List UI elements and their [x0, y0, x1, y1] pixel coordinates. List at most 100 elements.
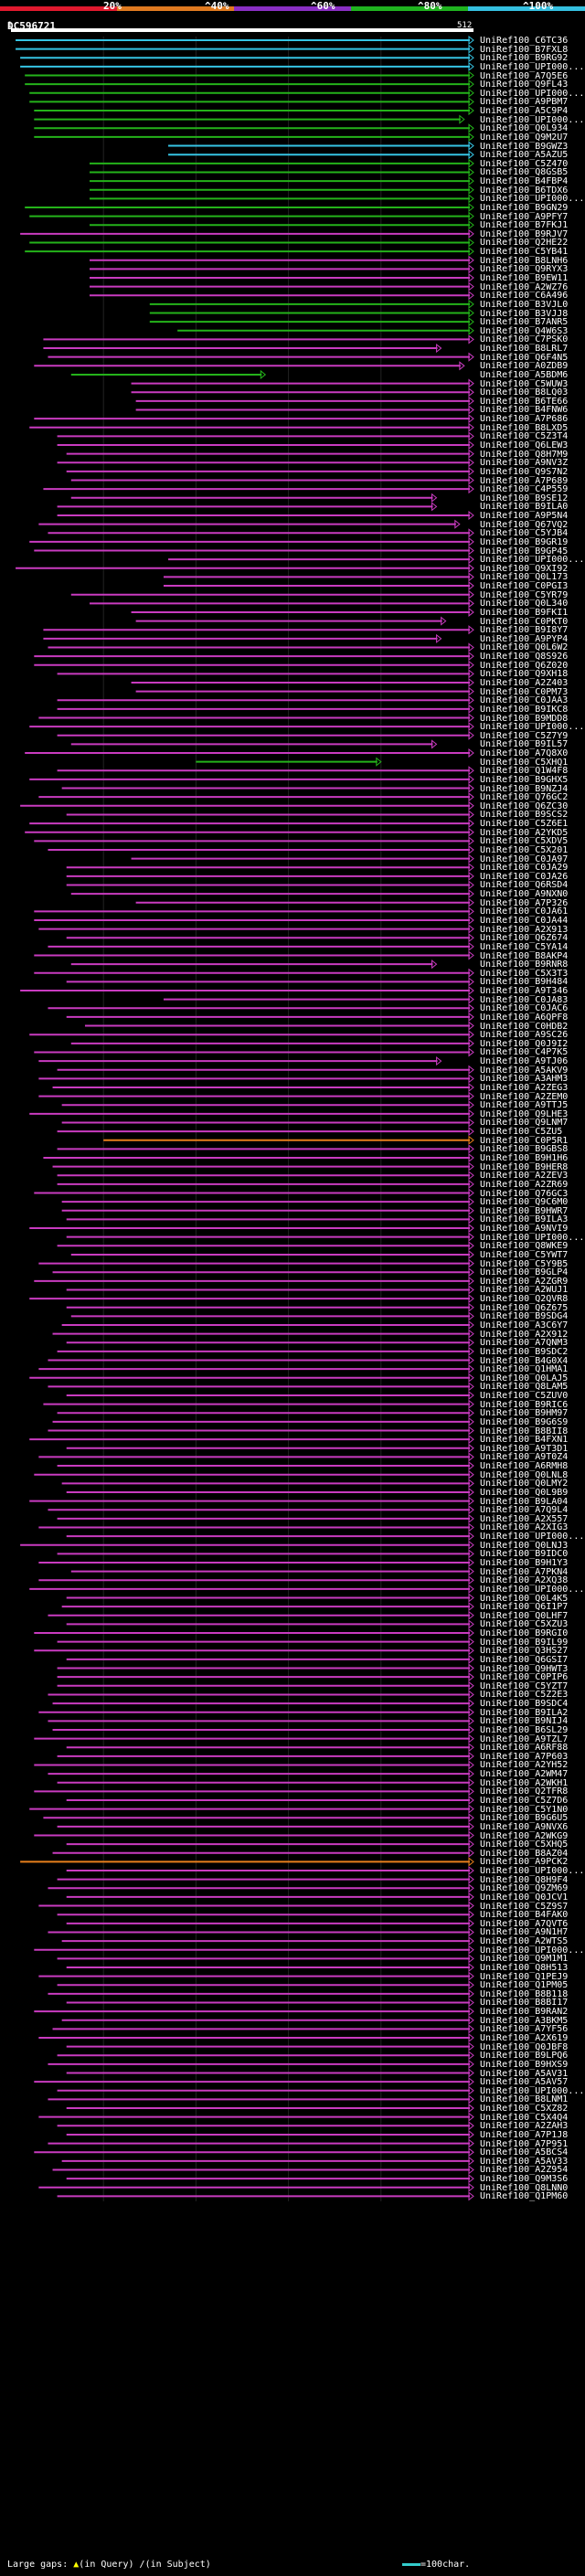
- hit-label[interactable]: UniRef100_B9IKC8: [480, 704, 569, 715]
- hit-label[interactable]: UniRef100_B8LNH6: [480, 255, 569, 266]
- hit-label[interactable]: UniRef100_A9TZL7: [480, 1733, 569, 1744]
- hit-label[interactable]: UniRef100_A5AZU5: [480, 150, 569, 161]
- hit-label[interactable]: UniRef100_C5YB41: [480, 247, 569, 258]
- hit-label[interactable]: UniRef100_C5ZUV0: [480, 1391, 569, 1402]
- hit-label[interactable]: UniRef100_Q9XI92: [480, 563, 569, 574]
- hit-label[interactable]: UniRef100_B9H1Y3: [480, 1557, 569, 1568]
- hit-label[interactable]: UniRef100_B9MDD8: [480, 713, 569, 724]
- hit-label[interactable]: UniRef100_B8B118: [480, 1988, 569, 1999]
- hit-label[interactable]: UniRef100_B9I8Y7: [480, 625, 569, 636]
- hit-label[interactable]: UniRef100_Q0LNL8: [480, 1469, 569, 1480]
- hit-label[interactable]: UniRef100_B9HER8: [480, 1161, 569, 1172]
- hit-label[interactable]: UniRef100_A6RF88: [480, 1743, 569, 1754]
- hit-label[interactable]: UniRef100_A7P951: [480, 2138, 569, 2149]
- hit-label[interactable]: UniRef100_Q6GSI7: [480, 1654, 569, 1665]
- hit-label[interactable]: UniRef100_C5X3T3: [480, 968, 569, 979]
- hit-label[interactable]: UniRef100_Q0L9B9: [480, 1487, 569, 1498]
- hit-label[interactable]: UniRef100_C5XHQ1: [480, 757, 569, 768]
- hit-label[interactable]: UniRef100_A2WM47: [480, 1769, 569, 1780]
- hit-label[interactable]: UniRef100_B9LPQ6: [480, 2051, 569, 2062]
- hit-label[interactable]: UniRef100_A3C6Y7: [480, 1320, 569, 1330]
- hit-label[interactable]: UniRef100_A2Z403: [480, 677, 569, 688]
- hit-label[interactable]: UniRef100_UPI000...: [480, 1584, 585, 1595]
- hit-label[interactable]: UniRef100_A7P603: [480, 1751, 569, 1762]
- hit-label[interactable]: UniRef100_B9LA04: [480, 1496, 569, 1507]
- hit-label[interactable]: UniRef100_Q9LHE3: [480, 1108, 569, 1119]
- hit-label[interactable]: UniRef100_Q6Z674: [480, 933, 569, 944]
- hit-label[interactable]: UniRef100_A3BKM5: [480, 2015, 569, 2026]
- hit-label[interactable]: UniRef100_C5Z3T4: [480, 431, 569, 442]
- hit-label[interactable]: UniRef100_A2WKG9: [480, 1830, 569, 1841]
- hit-label[interactable]: UniRef100_Q0LNJ3: [480, 1540, 569, 1551]
- hit-label[interactable]: UniRef100_A2ZEM0: [480, 1091, 569, 1102]
- hit-label[interactable]: UniRef100_B6TE66: [480, 396, 569, 407]
- hit-label[interactable]: UniRef100_B9EW11: [480, 273, 569, 283]
- hit-label[interactable]: UniRef100_Q2HE22: [480, 238, 569, 249]
- hit-label[interactable]: UniRef100_Q0L6W2: [480, 642, 569, 653]
- hit-label[interactable]: UniRef100_A2WZ76: [480, 281, 569, 292]
- hit-label[interactable]: UniRef100_Q3HS27: [480, 1646, 569, 1657]
- hit-label[interactable]: UniRef100_A9PBM7: [480, 97, 569, 108]
- hit-label[interactable]: UniRef100_Q8WKE9: [480, 1241, 569, 1252]
- hit-label[interactable]: UniRef100_UPI000...: [480, 1866, 585, 1877]
- hit-label[interactable]: UniRef100_A7P1J8: [480, 2129, 569, 2140]
- hit-label[interactable]: UniRef100_Q8H9F4: [480, 1874, 569, 1885]
- hit-label[interactable]: UniRef100_B9RJV7: [480, 228, 569, 239]
- hit-label[interactable]: UniRef100_B7ANR5: [480, 317, 569, 328]
- hit-label[interactable]: UniRef100_C5XZ82: [480, 2104, 569, 2115]
- hit-label[interactable]: UniRef100_C5Y1N0: [480, 1804, 569, 1815]
- hit-label[interactable]: UniRef100_Q67VQ2: [480, 519, 569, 530]
- hit-label[interactable]: UniRef100_Q9RYX3: [480, 264, 569, 275]
- hit-label[interactable]: UniRef100_A9TTJ5: [480, 1100, 569, 1111]
- hit-label[interactable]: UniRef100_C0JA26: [480, 871, 569, 882]
- hit-label[interactable]: UniRef100_B8LNM1: [480, 2094, 569, 2105]
- hit-label[interactable]: UniRef100_Q0JBF8: [480, 2041, 569, 2052]
- hit-label[interactable]: UniRef100_UPI000...: [480, 1532, 585, 1542]
- hit-label[interactable]: UniRef100_C0P5R1: [480, 1135, 569, 1146]
- hit-label[interactable]: UniRef100_B9GWZ3: [480, 141, 569, 152]
- hit-label[interactable]: UniRef100_A9PCK2: [480, 1857, 569, 1868]
- hit-label[interactable]: UniRef100_B9HWR7: [480, 1205, 569, 1216]
- hit-label[interactable]: UniRef100_B9IDC0: [480, 1549, 569, 1560]
- hit-label[interactable]: UniRef100_C5YR79: [480, 589, 569, 600]
- hit-label[interactable]: UniRef100_C4P7K5: [480, 1047, 569, 1058]
- hit-label[interactable]: UniRef100_Q9S7N2: [480, 466, 569, 477]
- hit-label[interactable]: UniRef100_A9T3D1: [480, 1443, 569, 1454]
- hit-label[interactable]: UniRef100_Q8S926: [480, 652, 569, 663]
- hit-label[interactable]: UniRef100_B9NZJ4: [480, 783, 569, 794]
- hit-label[interactable]: UniRef100_A2ZR69: [480, 1179, 569, 1190]
- hit-label[interactable]: UniRef100_Q76GC2: [480, 792, 569, 803]
- hit-label[interactable]: UniRef100_A7Q8X0: [480, 748, 569, 759]
- hit-label[interactable]: UniRef100_B8LRL7: [480, 344, 569, 355]
- hit-label[interactable]: UniRef100_A7P686: [480, 414, 569, 425]
- hit-label[interactable]: UniRef100_C5X4Q4: [480, 2112, 569, 2123]
- hit-label[interactable]: UniRef100_Q9FL43: [480, 80, 569, 90]
- hit-label[interactable]: UniRef100_B3VJJ8: [480, 308, 569, 319]
- hit-label[interactable]: UniRef100_A3AHM3: [480, 1074, 569, 1085]
- hit-label[interactable]: UniRef100_Q1W4F8: [480, 766, 569, 777]
- hit-label[interactable]: UniRef100_A9NVX6: [480, 1821, 569, 1832]
- hit-label[interactable]: UniRef100_UPI000...: [480, 61, 585, 72]
- hit-label[interactable]: UniRef100_A0ZDB9: [480, 361, 569, 372]
- hit-label[interactable]: UniRef100_B9SDC2: [480, 1346, 569, 1357]
- hit-label[interactable]: UniRef100_B9H484: [480, 977, 569, 988]
- hit-label[interactable]: UniRef100_Q4W6S3: [480, 325, 569, 336]
- hit-label[interactable]: UniRef100_A9NVI9: [480, 1224, 569, 1235]
- hit-label[interactable]: UniRef100_B8LXD5: [480, 422, 569, 433]
- hit-label[interactable]: UniRef100_A9T346: [480, 986, 569, 997]
- hit-label[interactable]: UniRef100_A7QVT6: [480, 1918, 569, 1929]
- hit-label[interactable]: UniRef100_A2WUJ1: [480, 1285, 569, 1296]
- hit-label[interactable]: UniRef100_Q8H7M9: [480, 449, 569, 460]
- hit-label[interactable]: UniRef100_A7QNM3: [480, 1338, 569, 1349]
- hit-label[interactable]: UniRef100_B9RG92: [480, 53, 569, 64]
- hit-label[interactable]: UniRef100_B8BII8: [480, 1426, 569, 1436]
- hit-label[interactable]: UniRef100_Q0LAJ5: [480, 1373, 569, 1383]
- hit-label[interactable]: UniRef100_A9N1H7: [480, 1927, 569, 1938]
- hit-label[interactable]: UniRef100_A5BDM6: [480, 369, 569, 380]
- hit-label[interactable]: UniRef100_Q6LEW3: [480, 440, 569, 451]
- hit-label[interactable]: UniRef100_C0HDB2: [480, 1021, 569, 1032]
- hit-label[interactable]: UniRef100_UPI000...: [480, 88, 585, 99]
- hit-label[interactable]: UniRef100_A2ZEV3: [480, 1171, 569, 1182]
- hit-label[interactable]: UniRef100_B4FXN1: [480, 1435, 569, 1446]
- hit-label[interactable]: UniRef100_C0JAA3: [480, 695, 569, 706]
